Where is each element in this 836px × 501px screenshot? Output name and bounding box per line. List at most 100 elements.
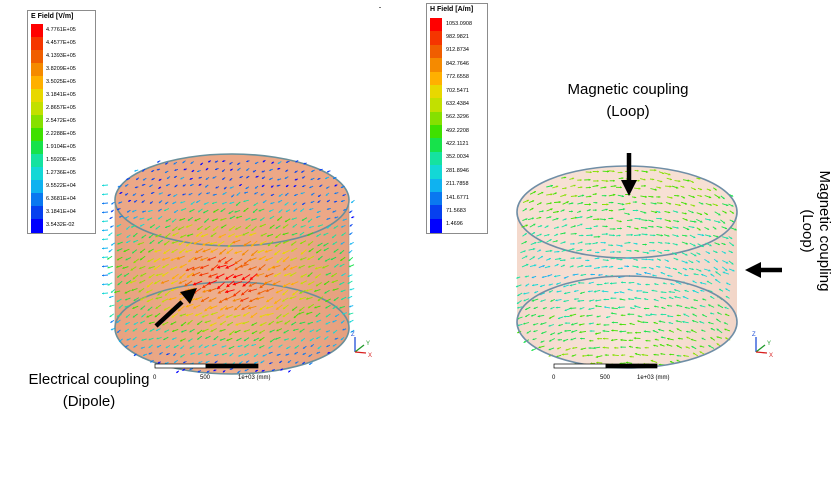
field-vector-head [132, 210, 135, 213]
field-vector-head [550, 333, 553, 336]
field-vector-head [534, 291, 537, 294]
field-vector-head [132, 338, 135, 341]
field-vector-head [222, 160, 225, 163]
field-vector-head [540, 300, 543, 302]
field-vector-head [542, 265, 545, 268]
field-vector-head [326, 218, 329, 220]
field-vector-head [239, 176, 242, 179]
field-vector-head [154, 315, 157, 318]
field-vector-head [686, 227, 690, 231]
field-vector-head [714, 227, 717, 230]
field-vector-head [132, 277, 136, 280]
scale-label-zero: 0 [552, 375, 556, 381]
field-vector-head [541, 191, 544, 194]
field-vector-head [208, 289, 212, 292]
field-vector-head [111, 202, 114, 205]
field-vector-head [589, 171, 592, 174]
field-vector-head [341, 200, 343, 203]
field-vector-head [602, 329, 605, 333]
legend-label: 4.7761E+05 [46, 26, 76, 33]
field-vector-head [180, 346, 183, 349]
field-vector-head [302, 353, 305, 355]
field-vector-head [613, 257, 616, 260]
field-vector-head [523, 292, 526, 295]
field-vector-head [611, 306, 614, 310]
field-vector-head [146, 284, 150, 288]
field-vector-head [554, 192, 557, 195]
field-vector-head [246, 160, 249, 163]
field-vector-head [229, 332, 232, 336]
field-vector-head [225, 276, 229, 280]
field-vector-head [260, 218, 263, 221]
field-vector-head [157, 361, 160, 364]
field-vector-head [653, 234, 656, 237]
field-vector-head [188, 339, 191, 342]
field-vector-head [109, 296, 111, 298]
field-vector-head [693, 188, 696, 190]
field-vector-head [282, 314, 286, 317]
field-vector-head [723, 322, 726, 325]
field-vector-head [218, 235, 222, 238]
field-vector-head [686, 330, 688, 333]
field-vector-head [561, 353, 564, 356]
field-vector-head [595, 355, 599, 358]
field-vector-head [217, 290, 221, 294]
field-vector-head [524, 275, 527, 278]
field-vector-head [324, 291, 327, 294]
field-vector-head [243, 209, 246, 212]
field-vector-head [275, 235, 278, 238]
field-vector-head [554, 275, 557, 278]
field-vector-head [151, 178, 154, 180]
field-vector-head [197, 331, 200, 335]
field-vector-head [133, 322, 136, 325]
field-vector-head [262, 160, 265, 163]
field-vector-head [590, 273, 593, 276]
field-vector-head [166, 184, 168, 187]
field-vector-head [197, 227, 200, 230]
field-vector-head [569, 307, 572, 310]
field-vector-head [233, 315, 236, 318]
field-vector-head [302, 176, 305, 179]
legend-label: 3.8209E+05 [46, 65, 76, 72]
field-vector-head [117, 258, 120, 261]
field-vector-head [233, 293, 237, 297]
field-vector-head [619, 298, 622, 301]
field-vector-head [548, 324, 551, 327]
field-vector-head [200, 265, 204, 269]
field-vector-head [574, 232, 577, 235]
field-vector-head [158, 178, 161, 181]
field-vector-head [109, 305, 112, 307]
field-vector-head [125, 184, 127, 187]
field-vector-head [237, 371, 240, 373]
field-vector-head [731, 220, 734, 223]
field-vector-head [261, 170, 264, 173]
field-vector-head [213, 210, 216, 213]
electrical-coupling-line1: Electrical coupling [28, 371, 150, 388]
field-vector-head [350, 330, 353, 333]
field-vector-head [186, 243, 189, 247]
field-vector-head [276, 353, 279, 356]
field-vector-head [647, 251, 650, 255]
field-vector-head [197, 170, 199, 173]
field-vector-head [701, 273, 704, 276]
legend-label: 352.0034 [446, 154, 469, 161]
field-vector-head [539, 233, 542, 236]
field-vector-head [638, 187, 641, 190]
field-vector-head [629, 225, 631, 228]
field-vector-head [207, 257, 211, 261]
field-vector-head [309, 186, 312, 189]
field-vector-head [644, 346, 647, 349]
field-vector-head [161, 300, 165, 303]
field-vector-head [289, 273, 293, 277]
field-vector-head [322, 266, 325, 269]
field-vector-head [323, 233, 326, 236]
field-vector-head [669, 202, 672, 205]
field-vector-head [243, 200, 246, 203]
field-vector-head [118, 201, 121, 204]
field-vector-head [732, 269, 735, 272]
field-vector-head [236, 339, 239, 341]
field-vector-head [124, 330, 127, 332]
field-vector-head [317, 200, 320, 203]
field-vector-head [654, 188, 657, 191]
field-vector-head [277, 167, 280, 170]
